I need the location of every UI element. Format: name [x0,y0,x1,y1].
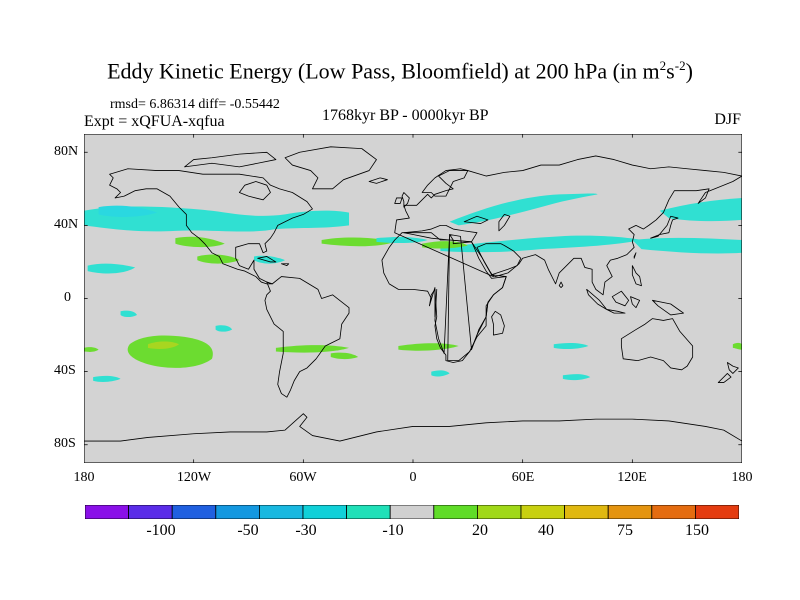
colorbar-swatch [520,505,565,519]
eurasia-cyan-diagonal [449,193,598,226]
india-sri-lanka [558,281,564,288]
lat-label-80s: 80S [54,436,76,451]
southern-ocean-cyan-d [120,310,138,318]
lon-label-120e: 120E [617,470,647,485]
uk-ireland [394,192,410,208]
lat-label-40n: 40N [54,217,79,232]
colorbar-swatch [128,505,173,519]
hudson-bay [238,181,271,201]
map-background [84,134,742,463]
lon-label-60w: 60W [289,470,317,485]
colorbar-swatch [215,505,260,519]
colorbar-swatch [85,505,129,519]
australia [620,318,694,371]
colorbar-swatch [433,505,478,519]
season-label: DJF [714,111,741,128]
lon-label-120w: 120W [176,470,212,485]
lon-label-180w: 180 [73,470,95,485]
south-atlantic-green-lower [330,352,359,360]
lon-label-180e: 180 [731,470,753,485]
tropical-pacific-cyan [87,263,136,274]
south-africa-green [398,343,459,351]
lon-label-60e: 60E [511,470,535,485]
plot-title: Eddy Kinetic Energy (Low Pass, Bloomfiel… [107,58,693,84]
southern-ocean-cyan-a [93,375,121,382]
colorbar-swatch [171,505,217,519]
lon-label-0: 0 [409,470,417,485]
arabia [476,243,522,276]
south-atlantic-green [275,345,350,353]
japan [650,215,679,239]
colorbar-label: 150 [685,522,709,539]
colorbar-swatch [695,505,739,519]
colorbar-swatch [607,505,653,519]
east-pacific-green-patch [175,236,225,248]
axis-ticks [84,134,742,463]
experiment-label: Expt = xQFUA-xqfua [84,113,225,130]
south-pacific-green [127,335,213,368]
scandinavia [421,168,469,197]
iceland [368,177,388,184]
southern-ocean-cyan-c [562,374,591,381]
greenland [284,146,377,190]
indonesia [586,288,684,316]
colorbar-label: 40 [538,522,554,539]
colorbar-swatch [651,505,696,519]
mediterranean [403,224,478,243]
north-pacific-core [98,205,158,217]
west-asia-cyan [440,235,642,253]
taiwan-philippines [631,252,642,287]
south-pacific-east-cyan [215,325,233,332]
map-panel [84,134,742,463]
edge-green-sliver-left [84,347,99,352]
colorbar-swatch [389,505,435,519]
west-pacific-cyan [659,197,742,222]
north-america-coast [109,168,313,285]
colorbar-swatch [564,505,609,519]
colorbar-swatch [258,505,304,519]
colorbar-label: 20 [472,522,488,539]
colorbar-label: -30 [295,522,317,539]
cuba-caribbean [257,256,290,267]
indian-ocean-cyan [553,342,589,350]
west-pacific-lower-cyan [632,237,742,254]
south-america-coast [264,276,350,398]
edge-green-sliver-right [732,342,742,350]
colorbar [85,505,739,519]
southern-ocean-cyan-b [431,370,450,377]
colorbar-label: -50 [237,522,259,539]
new-zealand [717,362,739,383]
lat-label-40s: 40S [54,363,76,378]
colorbar-swatch [302,505,347,519]
arctic-islands [184,151,277,168]
colorbar-label: -100 [146,522,176,539]
south-pacific-lime-core [147,341,180,349]
colorbar-swatch [476,505,522,519]
time-period-label: 1768kyr BP - 0000kyr BP [322,107,489,124]
antarctica [84,413,742,442]
madagascar [491,310,505,336]
lat-label-0: 0 [64,290,71,305]
africa-south [429,288,489,363]
colorbar-label: 75 [617,522,633,539]
colorbar-swatch [346,505,391,519]
rmsd-diff-stats: rmsd= 6.86314 diff= -0.55442 [110,97,280,112]
black-caspian [463,214,511,232]
colorbar-label: -10 [382,522,404,539]
coastlines [84,146,742,442]
mexico-green-patch [197,254,240,264]
lat-label-80n: 80N [54,144,79,159]
